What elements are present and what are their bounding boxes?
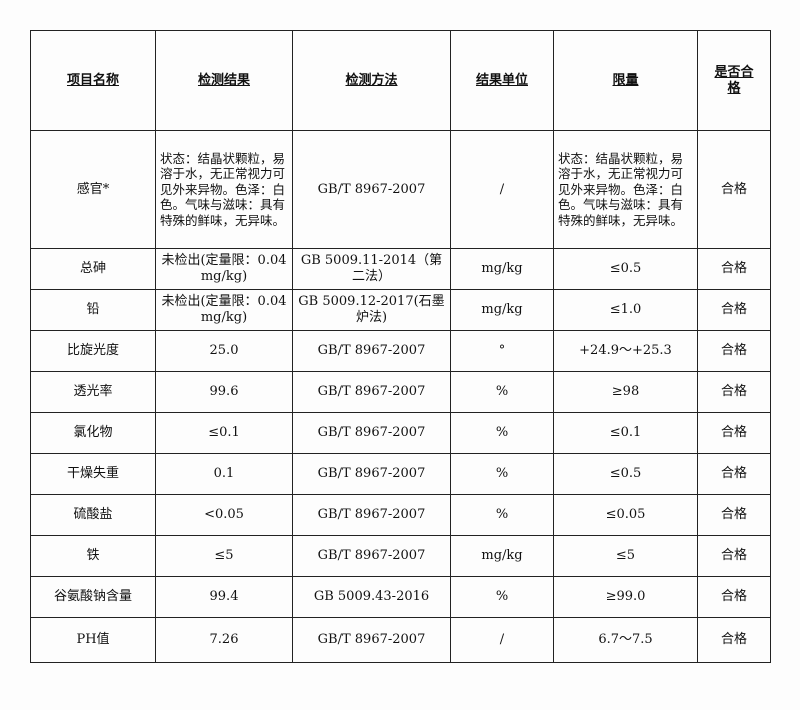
- table-row: 干燥失重 0.1 GB/T 8967-2007% ≤0.5 合格: [30, 453, 771, 495]
- cell-method: GB/T 8967-2007: [292, 130, 451, 249]
- table-row: 硫酸盐 <0.05 GB/T 8967-2007% ≤0.05 合格: [30, 494, 771, 536]
- cell-item: PH值: [30, 617, 156, 663]
- table-row: 铅未检出(定量限：0.04 mg/kg) GB 5009.12-2017(石墨炉法…: [30, 289, 771, 331]
- cell-result: 7.26: [155, 617, 293, 663]
- cell-result: 99.6: [155, 371, 293, 413]
- cell-item: 谷氨酸钠含量: [30, 576, 156, 618]
- cell-item: 总砷: [30, 248, 156, 290]
- cell-result: ≤5: [155, 535, 293, 577]
- cell-item: 干燥失重: [30, 453, 156, 495]
- table-row: 比旋光度 25.0 GB/T 8967-2007 ° +24.9～+25.3 合格: [30, 330, 771, 372]
- cell-verdict: 合格: [697, 130, 771, 249]
- cell-method: GB 5009.12-2017(石墨炉法): [292, 289, 451, 331]
- table-row: 透光率 99.6 GB/T 8967-2007% ≥98 合格: [30, 371, 771, 413]
- test-results-table: 项目名称 检测结果 检测方法 结果单位 限量 是否合格 感官* 状态：结晶状颗粒，…: [30, 30, 771, 663]
- cell-limit: ≤0.5: [553, 248, 698, 290]
- cell-method: GB/T 8967-2007: [292, 412, 451, 454]
- table-row: 氯化物 ≤0.1 GB/T 8967-2007% ≤0.1 合格: [30, 412, 771, 454]
- cell-verdict: 合格: [697, 330, 771, 372]
- cell-unit: %: [450, 412, 554, 454]
- header-verdict: 是否合格: [697, 30, 771, 131]
- cell-result: 未检出(定量限：0.04 mg/kg): [155, 289, 293, 331]
- header-method: 检测方法: [292, 30, 451, 131]
- cell-verdict: 合格: [697, 248, 771, 290]
- cell-result: 99.4: [155, 576, 293, 618]
- header-limit: 限量: [553, 30, 698, 131]
- cell-method: GB/T 8967-2007: [292, 617, 451, 663]
- cell-method: GB 5009.11-2014（第二法）: [292, 248, 451, 290]
- table-row: PH值 7.26 GB/T 8967-2007/6.7～7.5 合格: [30, 617, 771, 663]
- cell-verdict: 合格: [697, 371, 771, 413]
- header-result: 检测结果: [155, 30, 293, 131]
- cell-verdict: 合格: [697, 289, 771, 331]
- cell-result: <0.05: [155, 494, 293, 536]
- table-row: 感官* 状态：结晶状颗粒，易溶于水，无正常视力可见外来异物。色泽：白色。气味与滋味…: [30, 130, 771, 249]
- cell-limit: 6.7～7.5: [553, 617, 698, 663]
- cell-verdict: 合格: [697, 453, 771, 495]
- cell-limit: ≥99.0: [553, 576, 698, 618]
- cell-verdict: 合格: [697, 576, 771, 618]
- cell-limit: ≤0.1: [553, 412, 698, 454]
- cell-verdict: 合格: [697, 617, 771, 663]
- cell-method: GB/T 8967-2007: [292, 371, 451, 413]
- cell-unit: mg/kg: [450, 289, 554, 331]
- cell-result: 未检出(定量限：0.04 mg/kg): [155, 248, 293, 290]
- cell-method: GB/T 8967-2007: [292, 494, 451, 536]
- table-row: 总砷 未检出(定量限：0.04 mg/kg) GB 5009.11-2014（第二法…: [30, 248, 771, 290]
- cell-item: 铅: [30, 289, 156, 331]
- cell-unit: /: [450, 130, 554, 249]
- cell-result: 状态：结晶状颗粒，易溶于水，无正常视力可见外来异物。色泽：白色。气味与滋味：具有…: [155, 130, 293, 249]
- header-unit: 结果单位: [450, 30, 554, 131]
- cell-item: 铁: [30, 535, 156, 577]
- cell-result: 25.0: [155, 330, 293, 372]
- cell-limit: ≤0.5: [553, 453, 698, 495]
- cell-unit: °: [450, 330, 554, 372]
- cell-limit: +24.9～+25.3: [553, 330, 698, 372]
- cell-method: GB/T 8967-2007: [292, 453, 451, 495]
- cell-unit: /: [450, 617, 554, 663]
- cell-unit: %: [450, 576, 554, 618]
- cell-item: 氯化物: [30, 412, 156, 454]
- cell-verdict: 合格: [697, 412, 771, 454]
- cell-limit: 状态：结晶状颗粒，易溶于水，无正常视力可见外来异物。色泽：白色。气味与滋味：具有…: [553, 130, 698, 249]
- header-item: 项目名称: [30, 30, 156, 131]
- cell-limit: ≤0.05: [553, 494, 698, 536]
- cell-unit: %: [450, 371, 554, 413]
- cell-method: GB/T 8967-2007: [292, 330, 451, 372]
- cell-method: GB/T 8967-2007: [292, 535, 451, 577]
- cell-limit: ≤5: [553, 535, 698, 577]
- cell-result: 0.1: [155, 453, 293, 495]
- cell-unit: %: [450, 453, 554, 495]
- cell-item: 比旋光度: [30, 330, 156, 372]
- cell-limit: ≤1.0: [553, 289, 698, 331]
- table-row: 铁 ≤5 GB/T 8967-2007 mg/kg ≤5 合格: [30, 535, 771, 577]
- cell-item: 透光率: [30, 371, 156, 413]
- cell-item: 硫酸盐: [30, 494, 156, 536]
- table-row: 谷氨酸钠含量 99.4 GB 5009.43-2016% ≥99.0 合格: [30, 576, 771, 618]
- cell-result: ≤0.1: [155, 412, 293, 454]
- cell-verdict: 合格: [697, 494, 771, 536]
- cell-unit: mg/kg: [450, 248, 554, 290]
- cell-method: GB 5009.43-2016: [292, 576, 451, 618]
- cell-limit: ≥98: [553, 371, 698, 413]
- cell-unit: %: [450, 494, 554, 536]
- cell-verdict: 合格: [697, 535, 771, 577]
- header-row: 项目名称 检测结果 检测方法 结果单位 限量 是否合格: [30, 30, 771, 131]
- cell-unit: mg/kg: [450, 535, 554, 577]
- cell-item: 感官*: [30, 130, 156, 249]
